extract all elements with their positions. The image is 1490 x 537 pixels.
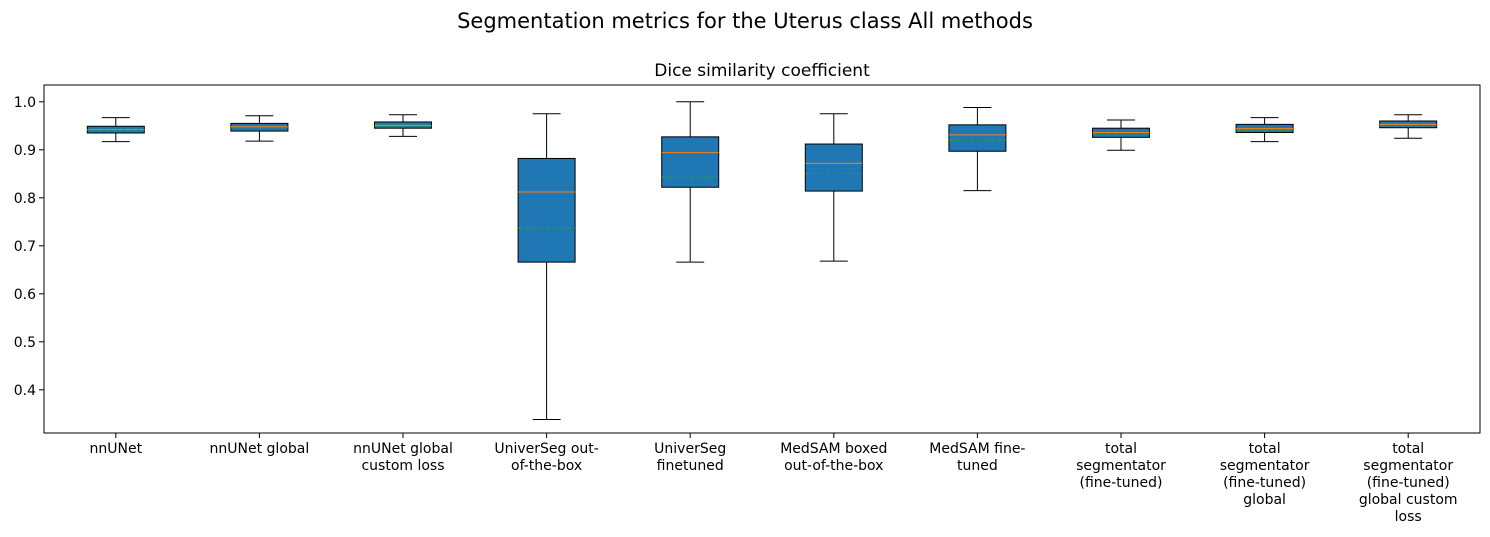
x-tick-label: nnUNet	[90, 441, 143, 457]
x-tick-label: nnUNet global custom loss	[353, 441, 453, 474]
box	[517, 157, 576, 263]
x-tick-label: UniverSeg out-of-the-box	[494, 441, 598, 474]
figure-title: Segmentation metrics for the Uterus clas…	[457, 9, 1033, 33]
x-tick-label: total segmentator (fine-tuned) global	[1220, 441, 1310, 508]
box	[661, 136, 720, 188]
x-tick-label: total segmentator (fine-tuned) global custo…	[1359, 441, 1458, 525]
box	[948, 124, 1007, 152]
x-tick-label: MedSAM fine-tuned	[929, 441, 1025, 474]
box	[804, 143, 863, 192]
x-tick-label: MedSAM boxed out-of-the-box	[780, 441, 887, 474]
y-tick-label: 0.7	[14, 239, 36, 255]
x-tick-label: total segmentator (fine-tuned)	[1076, 441, 1166, 491]
y-tick-label: 1.0	[14, 95, 36, 111]
plot-area: 0.4 0.5 0.6 0.7 0.8 0.9 1.0 nnUNet nnUNet global…	[14, 95, 1458, 525]
x-tick-label: nnUNet global	[210, 441, 310, 457]
y-tick-label: 0.9	[14, 143, 36, 159]
axes-frame	[43, 84, 1481, 434]
x-tick-label: UniverSeg finetuned	[654, 441, 726, 474]
y-tick-label: 0.6	[14, 287, 36, 303]
y-tick-label: 0.5	[14, 335, 36, 351]
y-tick-label: 0.4	[14, 383, 36, 399]
chart-title: Dice similarity coefficient	[654, 61, 870, 81]
y-tick-label: 0.8	[14, 191, 36, 207]
